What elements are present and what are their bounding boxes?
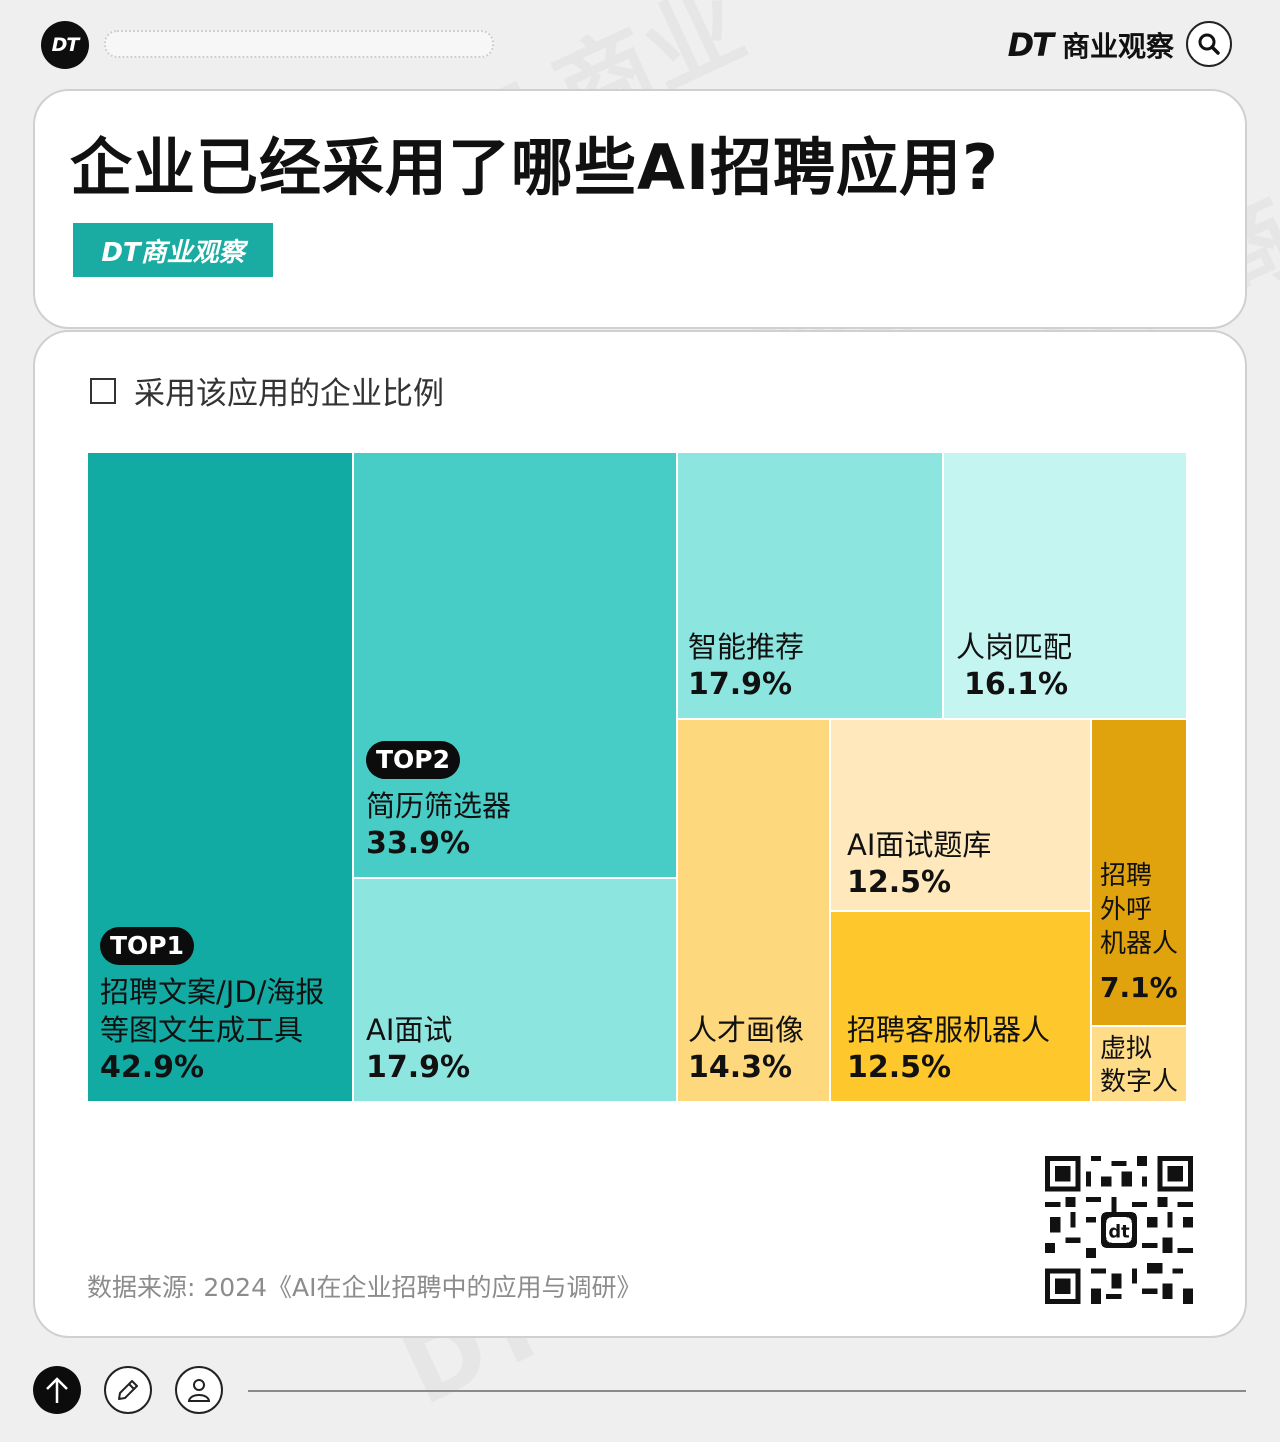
edit-button[interactable] [104,1366,152,1414]
legend: 采用该应用的企业比例 [90,368,444,413]
legend-swatch [90,377,116,404]
cell-title: 人才画像 [688,1013,805,1047]
cell-title: 简历筛选器 [366,789,512,823]
cell-value: 12.5% [847,1050,952,1085]
logo[interactable]: DT [41,21,89,69]
cell-value: 42.9% [100,1050,205,1085]
brand-badge: DT商业观察 [73,223,273,277]
treemap-cell-smart-recommend: 智能推荐 17.9% [677,452,943,719]
arrow-up-icon [46,1377,68,1403]
address-bar[interactable] [104,30,494,58]
profile-button[interactable] [175,1366,223,1414]
cell-label: 人岗匹配 16.1% [956,628,1072,704]
cell-value: 7.1% [1100,971,1178,1004]
scroll-top-button[interactable] [33,1366,81,1414]
cell-value: 33.9% [366,826,471,861]
cell-title: 机器人 [1100,929,1179,959]
cell-value: 17.9% [688,667,793,702]
cell-title: 等图文生成工具 [100,1013,304,1047]
cell-value: 16.1% [964,667,1069,702]
cell-value: 12.5% [847,865,952,900]
treemap-cell-service-bot: 招聘客服机器人 12.5% [830,911,1091,1102]
svg-text:dt: dt [1108,1222,1130,1243]
cell-title: 人岗匹配 [956,630,1073,664]
treemap-cell-question-bank: AI面试题库 12.5% [830,719,1091,911]
cell-label: AI面试 17.9% [366,1011,470,1087]
rank-badge: TOP2 [366,741,461,779]
treemap-cell-virtual-human: 虚拟 数字人 [1091,1026,1187,1102]
treemap-cell-ai-interview: AI面试 17.9% [353,878,677,1102]
treemap-cell-copywriting: TOP1 招聘文案/JD/海报 等图文生成工具 42.9% [87,452,353,1102]
treemap-cell-job-match: 人岗匹配 16.1% [943,452,1187,719]
user-icon [187,1379,211,1402]
legend-label: 采用该应用的企业比例 [134,376,444,412]
treemap-chart: TOP1 招聘文案/JD/海报 等图文生成工具 42.9% TOP2 简历筛选器… [87,452,1187,1102]
rank-badge: TOP1 [100,927,195,965]
divider [248,1390,1246,1392]
treemap-cell-resume-filter: TOP2 简历筛选器 33.9% [353,452,677,878]
data-source: 数据来源: 2024《AI在企业招聘中的应用与调研》 [87,1273,642,1302]
cell-label: AI面试题库 12.5% [847,826,991,902]
search-button[interactable] [1186,21,1232,67]
cell-title: AI面试题库 [847,828,992,862]
cell-title: 虚拟 [1100,1034,1153,1064]
cell-label: 招聘 外呼 机器人 7.1% [1100,859,1178,1005]
cell-label: 虚拟 数字人 [1100,1033,1178,1099]
cell-label: TOP2 简历筛选器 33.9% [366,739,511,863]
pencil-icon [118,1380,138,1400]
brand-logo: DT 商业观察 [1008,24,1174,66]
cell-title: 招聘文案/JD/海报 [100,975,325,1009]
treemap-cell-outbound-bot: 招聘 外呼 机器人 7.1% [1091,719,1187,1026]
cell-label: 招聘客服机器人 12.5% [847,1011,1050,1087]
brand-name: 商业观察 [1061,30,1174,63]
cell-title: AI面试 [366,1013,453,1047]
search-icon [1198,33,1220,55]
cell-title: 数字人 [1100,1067,1179,1097]
brand-dt: DT [1007,26,1054,64]
cell-value: 14.3% [688,1050,793,1085]
cell-value: 17.9% [366,1050,471,1085]
title-card [33,89,1247,329]
cell-label: TOP1 招聘文案/JD/海报 等图文生成工具 42.9% [100,925,324,1087]
qr-code: dt [1045,1156,1193,1304]
treemap-cell-talent-profile: 人才画像 14.3% [677,719,830,1102]
cell-title: 外呼 [1100,895,1153,925]
cell-title: 智能推荐 [688,630,805,664]
cell-title: 招聘 [1100,861,1153,891]
cell-label: 智能推荐 17.9% [688,628,804,704]
cell-label: 人才画像 14.3% [688,1011,804,1087]
cell-title: 招聘客服机器人 [847,1013,1051,1047]
page-title: 企业已经采用了哪些AI招聘应用? [70,131,1000,204]
